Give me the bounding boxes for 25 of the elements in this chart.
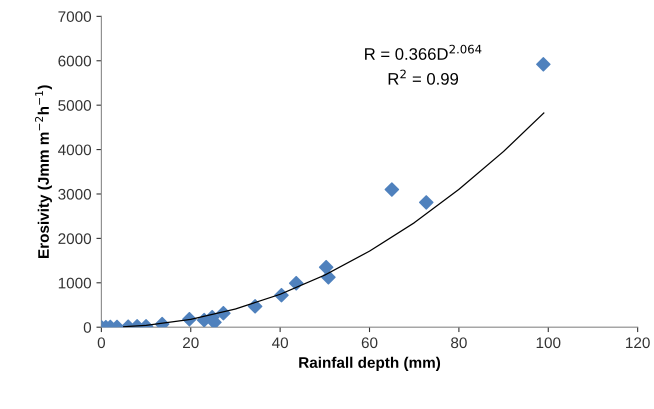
x-tick-label: 20 <box>183 337 199 348</box>
point <box>248 299 262 314</box>
x-tick-label: 80 <box>451 337 467 348</box>
point <box>536 57 551 72</box>
y-tick-label: 6000 <box>58 56 92 66</box>
annotation: R$^{2}$ = 0.99 <box>388 70 458 85</box>
x-tick-label: 120 <box>626 337 650 348</box>
point <box>288 276 304 291</box>
y-axis-title: Erosivity (Jmm m$^{−2}$h$^{−1}$) <box>35 85 52 258</box>
y-tick-label: 7000 <box>58 11 92 22</box>
y-tick-label: 4000 <box>58 144 92 156</box>
x-tick-label: 60 <box>362 337 378 348</box>
x-axis-title: Rainfall depth (mm) <box>299 356 440 371</box>
y-tick-label: 3000 <box>58 188 92 200</box>
x-tick-label: 100 <box>536 337 560 348</box>
point <box>384 182 400 197</box>
y-tick-label: 1000 <box>58 278 92 288</box>
annotation: R = 0.366D$^{2.064}$ <box>365 44 482 60</box>
y-tick-label: 2000 <box>58 233 92 244</box>
y-tick-label: 5000 <box>58 100 92 111</box>
point <box>418 195 434 210</box>
x-tick-label: 0 <box>98 337 106 348</box>
point <box>318 260 334 275</box>
x-tick-label: 40 <box>272 337 288 348</box>
y-tick-label: 0 <box>84 322 92 333</box>
